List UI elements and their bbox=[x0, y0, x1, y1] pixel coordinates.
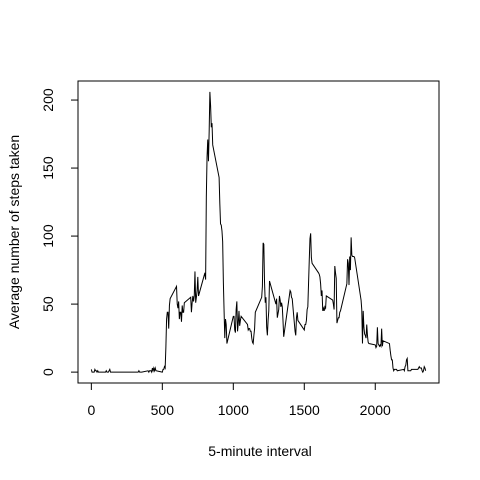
y-tick-label: 50 bbox=[40, 296, 56, 312]
x-tick-label: 2000 bbox=[360, 402, 391, 418]
x-tick-label: 1000 bbox=[218, 402, 249, 418]
y-axis-label: Average number of steps taken bbox=[6, 135, 22, 329]
data-line bbox=[90, 91, 427, 374]
x-axis-label: 5-minute interval bbox=[208, 443, 312, 459]
y-tick-label: 200 bbox=[40, 88, 56, 112]
x-tick-label: 1500 bbox=[289, 402, 320, 418]
x-tick-label: 500 bbox=[151, 402, 175, 418]
y-tick-label: 100 bbox=[40, 224, 56, 248]
x-tick-label: 0 bbox=[87, 402, 95, 418]
y-tick-label: 0 bbox=[40, 368, 56, 376]
y-tick-label: 150 bbox=[40, 156, 56, 180]
